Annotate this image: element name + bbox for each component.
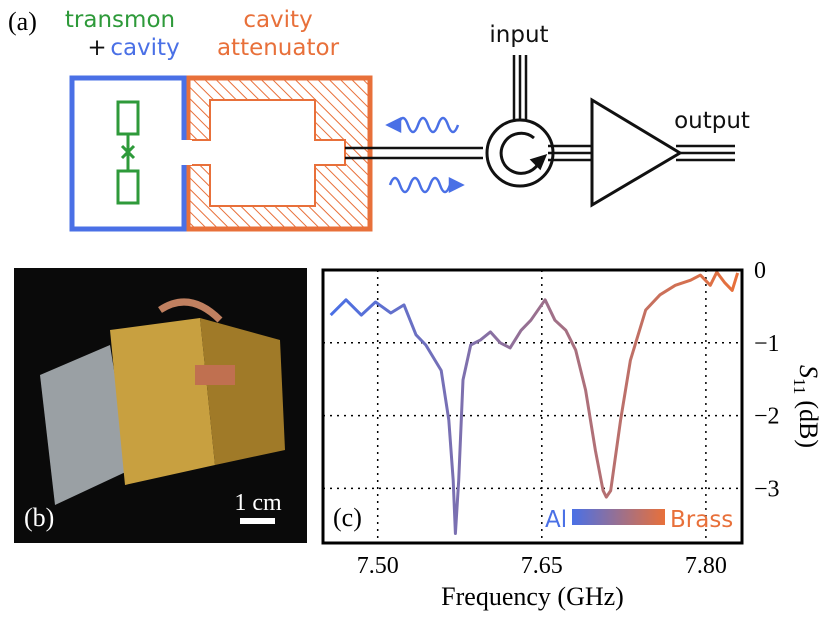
y-axis-label-part: S (794, 365, 823, 378)
y-axis-label-part: 11 (790, 378, 809, 394)
data-line (329, 270, 740, 535)
label-cavity: cavity (110, 35, 179, 61)
cable (158, 298, 223, 323)
label-plus: + (87, 35, 106, 61)
label-input: input (489, 22, 548, 48)
y-tick-label: −1 (754, 331, 780, 357)
photo: 1 cm (b) (14, 268, 307, 543)
aperture (178, 140, 192, 165)
brass-side (200, 318, 285, 465)
y-axis-label-part: (dB) (794, 400, 823, 448)
label-transmon: transmon (65, 7, 175, 33)
x-tick-label: 7.80 (685, 553, 727, 579)
label-attenuator: cavity (243, 7, 312, 33)
y-axis-label: S11 (dB) (790, 365, 823, 448)
label-output: output (674, 108, 750, 134)
label-attenuator: attenuator (217, 35, 340, 61)
transmission-lines (345, 55, 735, 208)
x-tick-label: 7.65 (521, 553, 563, 579)
signal-waves (385, 116, 465, 194)
junction (120, 144, 136, 160)
x-axis-label: Frequency (GHz) (441, 582, 624, 611)
aluminum-cavity (40, 345, 130, 505)
x-tick-label: 7.50 (357, 553, 399, 579)
panel-label: (c) (333, 503, 362, 532)
legend-label: Brass (670, 507, 733, 533)
chart: 0 −1 −2 −3 7.50 7.65 7.80 (c) Frequency (GHz) S11… (321, 258, 823, 611)
schematic: (a) transmon + cavity cavity attenuator … (8, 7, 750, 232)
legend-label: Al (545, 507, 567, 533)
plot-frame (321, 268, 744, 545)
y-tick-label: −3 (754, 476, 780, 502)
brass-attenuator (110, 318, 215, 485)
legend-bar (572, 509, 665, 525)
connector (195, 365, 235, 385)
panel-label: (b) (24, 503, 54, 532)
y-tick-label: 0 (754, 258, 766, 284)
scale-label: 1 cm (234, 490, 282, 516)
panel-label: (a) (8, 7, 37, 36)
scale-bar (240, 518, 275, 524)
y-tick-label: −2 (754, 404, 780, 430)
